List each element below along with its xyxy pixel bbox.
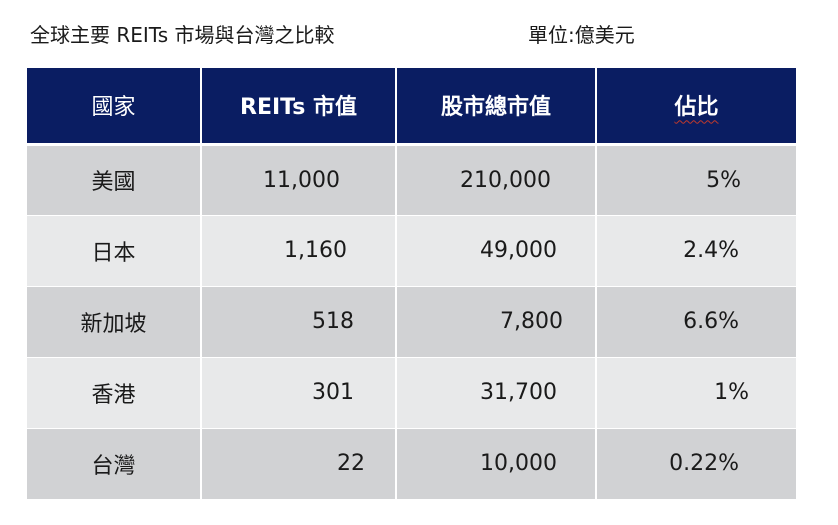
- table-row: 日本 1,160 49,000 2.4%: [25, 214, 798, 286]
- reits-comparison-table: 國家 REITs 市值 股市總市值 佔比 美國 11,000 210,000 5…: [25, 68, 798, 499]
- cell-ratio: 1%: [595, 356, 798, 428]
- cell-market-cap: 7,800: [395, 285, 597, 357]
- cell-country: 美國: [25, 143, 202, 215]
- cell-reits-cap: 1,160: [200, 214, 397, 286]
- table-row: 新加坡 518 7,800 6.6%: [25, 285, 798, 357]
- cell-reits-cap: 22: [200, 427, 397, 499]
- cell-reits-cap: 301: [200, 356, 397, 428]
- header-ratio: 佔比: [595, 68, 798, 146]
- unit-label: 單位:億美元: [528, 23, 635, 47]
- cell-reits-cap: 11,000: [200, 143, 397, 215]
- cell-market-cap: 31,700: [395, 356, 597, 428]
- table-header: 國家 REITs 市值 股市總市值 佔比: [25, 68, 798, 146]
- cell-market-cap: 210,000: [395, 143, 597, 215]
- cell-country: 香港: [25, 356, 202, 428]
- table-row: 台灣 22 10,000 0.22%: [25, 427, 798, 499]
- cell-reits-cap: 518: [200, 285, 397, 357]
- header-reits-cap: REITs 市值: [200, 68, 397, 146]
- header-row: 國家 REITs 市值 股市總市值 佔比: [25, 68, 798, 146]
- table-row: 美國 11,000 210,000 5%: [25, 143, 798, 215]
- header-country: 國家: [25, 68, 202, 146]
- cell-ratio: 0.22%: [595, 427, 798, 499]
- cell-market-cap: 10,000: [395, 427, 597, 499]
- cell-country: 台灣: [25, 427, 202, 499]
- cell-country: 日本: [25, 214, 202, 286]
- cell-country: 新加坡: [25, 285, 202, 357]
- header-ratio-label: 佔比: [674, 95, 719, 121]
- table-body: 美國 11,000 210,000 5% 日本 1,160 49,000 2.4…: [25, 143, 798, 499]
- cell-ratio: 6.6%: [595, 285, 798, 357]
- cell-ratio: 2.4%: [595, 214, 798, 286]
- table-row: 香港 301 31,700 1%: [25, 356, 798, 428]
- cell-ratio: 5%: [595, 143, 798, 215]
- table-title: 全球主要 REITs 市場與台灣之比較: [30, 23, 335, 47]
- cell-market-cap: 49,000: [395, 214, 597, 286]
- header-market-cap: 股市總市值: [395, 68, 597, 146]
